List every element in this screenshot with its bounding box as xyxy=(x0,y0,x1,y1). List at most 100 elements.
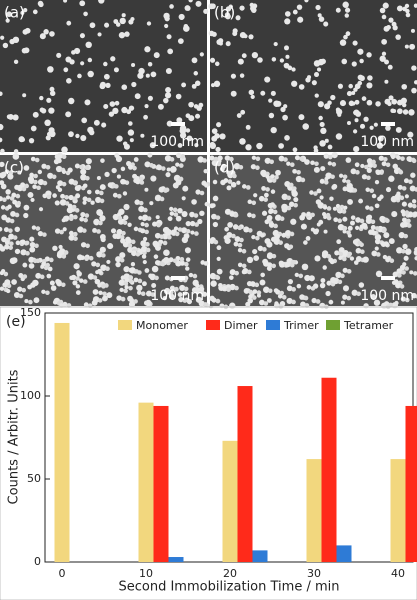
particle xyxy=(101,253,106,258)
particle xyxy=(199,190,205,196)
particle xyxy=(320,278,326,283)
particle xyxy=(134,269,139,274)
particle xyxy=(129,267,136,274)
particle xyxy=(82,183,88,189)
particle xyxy=(399,195,405,201)
particle xyxy=(252,249,258,255)
particle xyxy=(147,62,153,67)
particle xyxy=(346,295,352,301)
particle xyxy=(394,300,399,306)
particle xyxy=(294,155,300,161)
particle xyxy=(177,38,184,45)
particle xyxy=(64,201,70,206)
particle xyxy=(4,244,10,250)
particle xyxy=(327,144,333,150)
particle xyxy=(165,67,172,75)
panel-label: (a) xyxy=(4,4,25,22)
particle xyxy=(236,180,241,185)
particle xyxy=(199,52,204,57)
particle xyxy=(174,231,180,237)
particle xyxy=(14,248,21,255)
particle xyxy=(77,73,82,79)
particle xyxy=(338,251,344,257)
particle xyxy=(274,233,281,240)
particle xyxy=(4,169,10,174)
particle xyxy=(342,216,348,222)
particle xyxy=(2,42,9,49)
particle xyxy=(294,272,299,278)
particle xyxy=(79,164,84,170)
particle xyxy=(202,158,207,163)
particle xyxy=(308,275,315,282)
particle xyxy=(149,201,154,206)
particle xyxy=(127,121,133,126)
particle xyxy=(384,98,391,105)
particle xyxy=(291,287,296,292)
particle xyxy=(402,221,409,228)
particle xyxy=(151,265,159,273)
particle xyxy=(131,62,136,68)
particle xyxy=(309,190,314,195)
particle xyxy=(341,209,347,214)
particle xyxy=(210,83,216,88)
particle xyxy=(211,213,217,220)
particle xyxy=(273,238,280,245)
particle xyxy=(74,185,81,192)
particle xyxy=(375,270,383,278)
particle xyxy=(388,175,395,182)
particle xyxy=(14,212,20,218)
particle xyxy=(163,257,170,264)
particle xyxy=(3,271,9,277)
particle xyxy=(68,97,75,105)
particle xyxy=(192,273,198,279)
particle xyxy=(365,187,370,192)
particle xyxy=(226,185,232,191)
particle xyxy=(147,95,153,101)
particle xyxy=(247,199,253,205)
particle xyxy=(123,143,130,150)
particle xyxy=(291,80,298,87)
particle xyxy=(24,183,29,189)
particle xyxy=(209,155,215,161)
particle xyxy=(273,288,279,293)
particle xyxy=(99,83,106,90)
particle xyxy=(46,273,52,279)
bar xyxy=(237,386,253,562)
particle xyxy=(184,261,189,267)
particle xyxy=(32,279,39,287)
particle xyxy=(22,274,28,279)
particle xyxy=(65,111,72,118)
particle xyxy=(98,220,103,226)
particle xyxy=(9,218,15,224)
particle xyxy=(216,256,221,261)
particle xyxy=(414,187,417,192)
particle xyxy=(145,247,151,253)
particle xyxy=(88,255,94,261)
particle xyxy=(298,114,305,121)
particle xyxy=(355,256,362,262)
particle xyxy=(360,163,365,169)
particle xyxy=(85,41,92,49)
particle xyxy=(33,297,40,304)
particle xyxy=(324,138,329,143)
particle xyxy=(348,100,355,107)
particle xyxy=(286,258,291,264)
particle xyxy=(369,188,375,194)
particle xyxy=(159,234,165,239)
particle xyxy=(188,115,195,122)
particle xyxy=(124,31,130,37)
particle xyxy=(232,31,238,37)
particle xyxy=(73,263,80,270)
particle xyxy=(268,98,273,103)
particle xyxy=(178,297,184,303)
particle xyxy=(129,297,135,303)
particle xyxy=(289,162,295,167)
particle xyxy=(338,173,344,178)
particle xyxy=(403,255,409,261)
particle xyxy=(173,212,179,217)
particle xyxy=(388,17,394,23)
particle xyxy=(320,127,327,135)
particle xyxy=(12,114,19,121)
particle xyxy=(354,162,360,168)
